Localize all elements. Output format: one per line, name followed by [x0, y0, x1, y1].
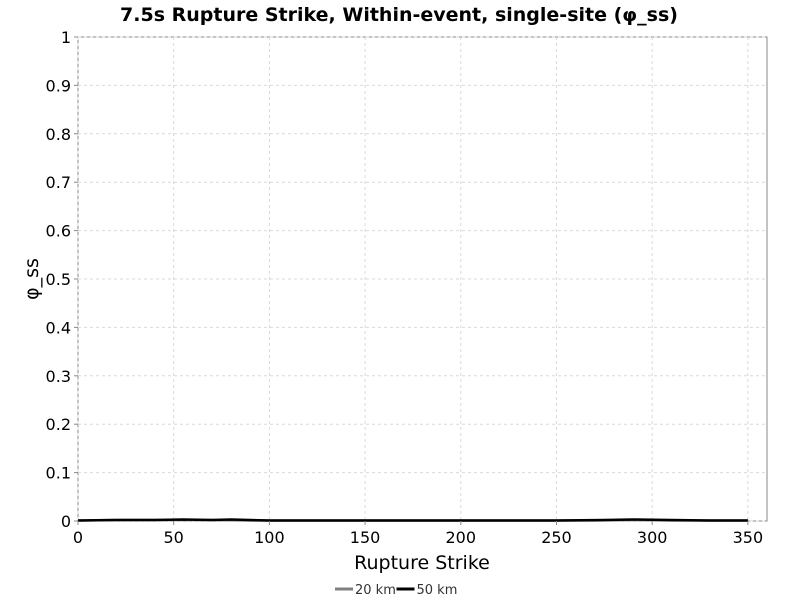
x-tick-label: 100	[254, 528, 285, 547]
y-axis-label: φ_ss	[21, 258, 43, 300]
y-tick-label: 0.7	[46, 173, 71, 192]
x-tick-label: 300	[637, 528, 668, 547]
y-tick-label: 0.1	[46, 464, 71, 483]
x-tick-label: 350	[733, 528, 764, 547]
x-tick-label: 150	[350, 528, 381, 547]
y-tick-label: 1	[61, 28, 71, 47]
y-tick-label: 0.9	[46, 76, 71, 95]
y-tick-label: 0.2	[46, 415, 71, 434]
y-tick-label: 0	[61, 512, 71, 531]
series-layer	[77, 518, 748, 522]
legend: 20 km 50 km	[335, 583, 457, 598]
chart-title: 7.5s Rupture Strike, Within-event, singl…	[120, 4, 678, 26]
x-tick-label: 200	[446, 528, 477, 547]
x-tick-label: 250	[541, 528, 572, 547]
y-tick-label: 0.4	[46, 318, 71, 337]
x-tick-label: 50	[164, 528, 184, 547]
legend-label-1: 50 km	[417, 583, 458, 598]
y-tick-label: 0.5	[46, 270, 71, 289]
y-tick-label: 0.8	[46, 125, 71, 144]
y-tick-label: 0.3	[46, 367, 71, 386]
y-tick-label: 0.6	[46, 222, 71, 241]
x-tick-labels: 0 50 100 150 200 250 300 350	[73, 521, 763, 547]
x-axis-label: Rupture Strike	[354, 552, 490, 574]
legend-label-0: 20 km	[355, 583, 396, 598]
x-tick-label: 0	[73, 528, 83, 547]
y-tick-labels: 0 0.1 0.2 0.3 0.4 0.5 0.6 0.7 0.8 0.9 1	[46, 28, 78, 531]
series-line-1	[77, 518, 748, 522]
